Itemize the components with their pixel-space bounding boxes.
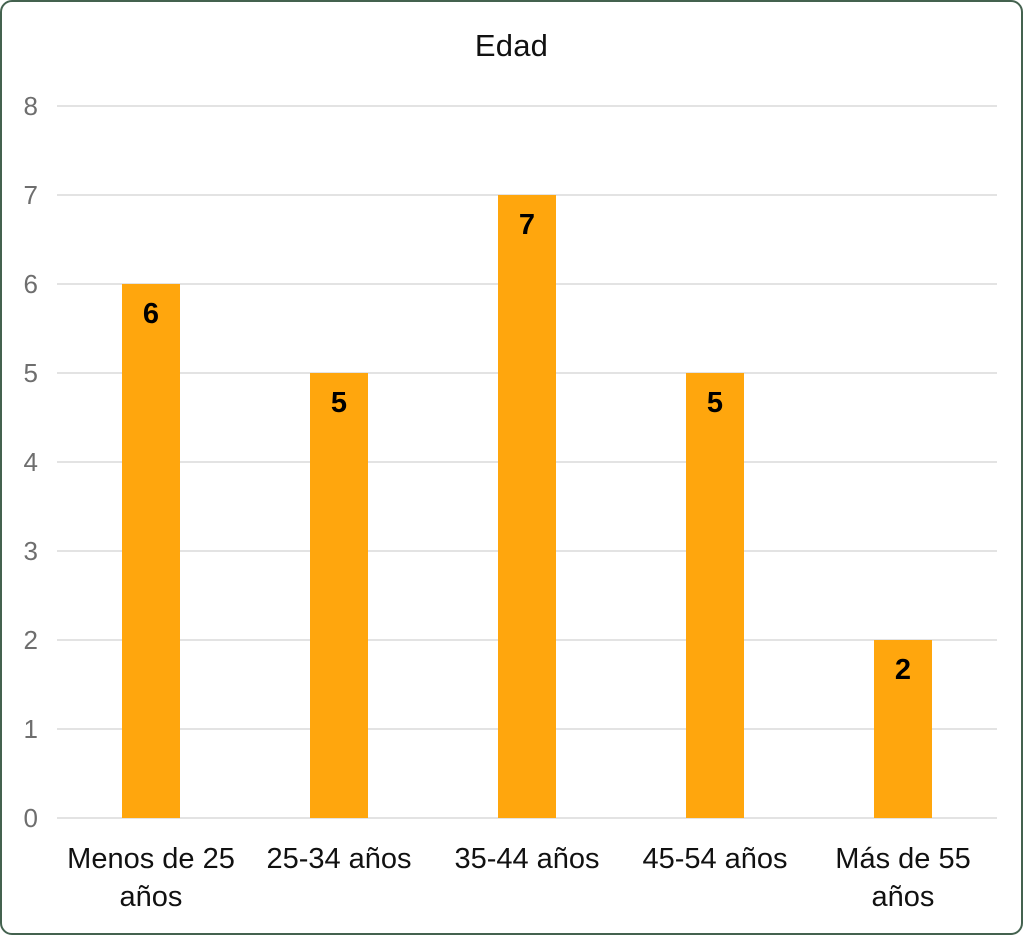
y-axis-tick-label: 6 — [23, 269, 38, 299]
x-axis-labels: Menos de 25 años 25-34 años 35-44 años 45-5… — [57, 840, 997, 917]
y-axis-tick-label: 0 — [23, 803, 38, 833]
y-axis-tick-label: 5 — [23, 358, 38, 388]
bar-m-s-de-55-a-os: 2 — [874, 640, 932, 818]
y-axis-tick-label: 3 — [23, 536, 38, 566]
y-axis-tick-label: 2 — [23, 625, 38, 655]
gridline-y-0 — [57, 817, 997, 819]
y-axis-tick-label: 8 — [23, 91, 38, 121]
bar-35-44-a-os: 7 — [498, 195, 556, 818]
x-axis-category-label: 35-44 años — [454, 843, 600, 875]
plot-area: 0 1 2 3 4 5 6 7 8 6 5 7 5 2 — [24, 93, 997, 831]
y-axis-tick-label: 4 — [23, 447, 38, 477]
chart-title: Edad — [474, 28, 549, 63]
bar-value-label: 7 — [518, 209, 536, 241]
x-axis-category-label: Menos de 25 años — [67, 843, 235, 914]
bar-value-label: 5 — [706, 387, 724, 419]
bar-value-label: 2 — [894, 654, 912, 686]
x-axis-category-label: Más de 55 años — [835, 843, 971, 914]
bar-menos-de-25-a-os: 6 — [122, 284, 180, 818]
gridline-y-8 — [57, 105, 997, 107]
bar-value-label: 5 — [330, 387, 348, 419]
bar-45-54-a-os: 5 — [686, 373, 744, 818]
bar-value-label: 6 — [142, 298, 160, 330]
y-axis-tick-label: 1 — [23, 714, 38, 744]
x-axis-category-label: 45-54 años — [642, 843, 788, 875]
x-axis-category-label: 25-34 años — [266, 843, 412, 875]
y-axis-tick-label: 7 — [23, 180, 38, 210]
bar-25-34-a-os: 5 — [310, 373, 368, 818]
